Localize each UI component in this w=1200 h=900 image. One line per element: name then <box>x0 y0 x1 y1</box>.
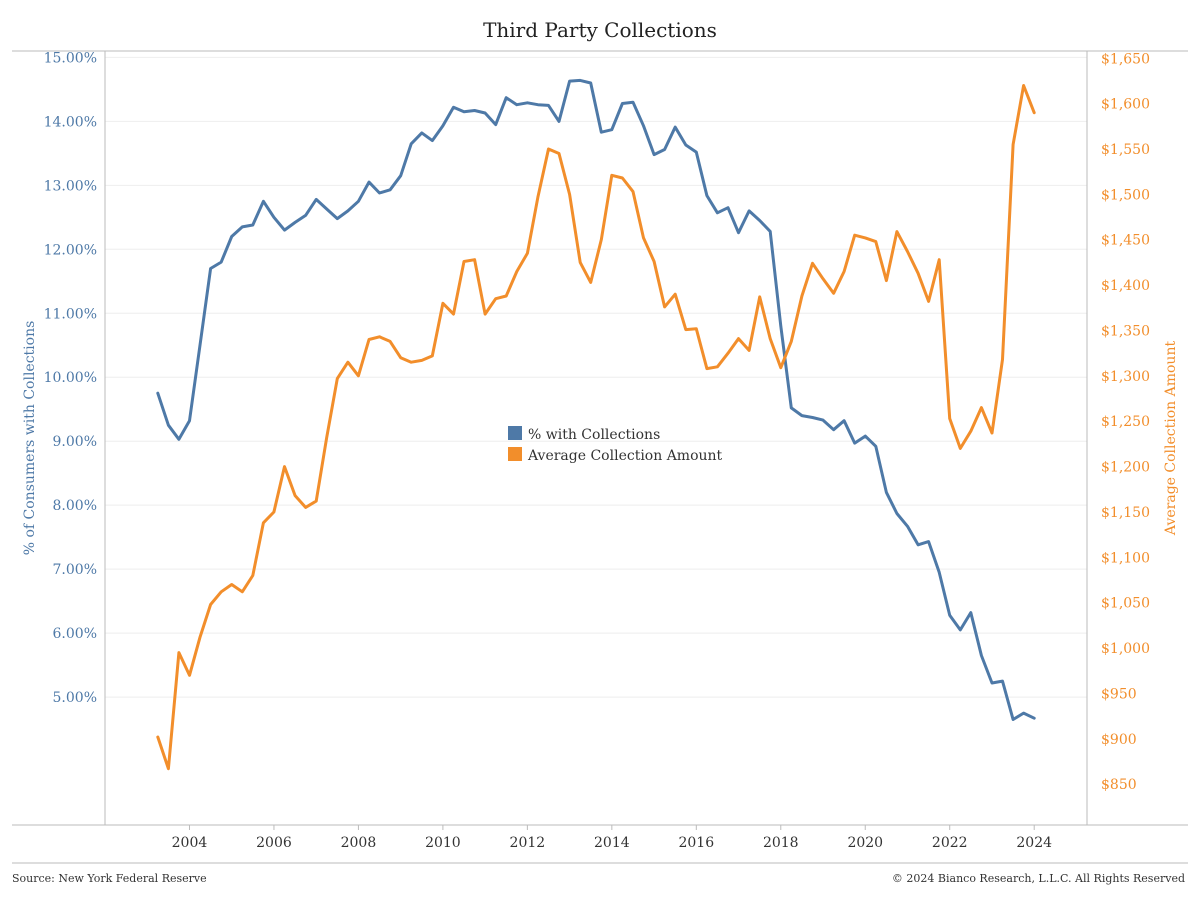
x-axis-ticks: 2004 2006 2008 2010 2012 2014 2016 2018 2020 2022… <box>172 825 1052 851</box>
y-left-tick-label: 10.00% <box>44 370 97 386</box>
y-left-tick-label: 14.00% <box>44 114 97 130</box>
y-right-tick-label: $1,350 <box>1101 323 1150 339</box>
y-right-tick-label: $1,600 <box>1101 97 1150 113</box>
y-right-tick-label: $1,250 <box>1101 414 1150 430</box>
source-note: Source: New York Federal Reserve <box>12 872 207 885</box>
y-right-tick-label: $1,150 <box>1101 505 1150 521</box>
y-left-tick-label: 15.00% <box>44 50 97 66</box>
x-tick-label: 2020 <box>847 835 883 851</box>
y-right-tick-label: $850 <box>1101 777 1137 793</box>
y-left-tick-label: 5.00% <box>53 690 97 706</box>
y-left-tick-label: 12.00% <box>44 242 97 258</box>
y-right-tick-label: $1,300 <box>1101 369 1150 385</box>
x-tick-label: 2018 <box>763 835 799 851</box>
x-tick-label: 2016 <box>678 835 714 851</box>
x-tick-label: 2012 <box>510 835 546 851</box>
y-left-tick-label: 13.00% <box>44 178 97 194</box>
y-right-tick-label: $1,200 <box>1101 460 1150 476</box>
legend-swatch-amount <box>508 447 522 461</box>
x-tick-label: 2014 <box>594 835 630 851</box>
chart-title: Third Party Collections <box>483 18 717 42</box>
legend-label-amount: Average Collection Amount <box>527 448 723 464</box>
x-tick-label: 2004 <box>172 835 208 851</box>
y-axis-right-label: Average Collection Amount <box>1163 341 1179 537</box>
series-line-pct-with-collections <box>156 78 1036 721</box>
y-right-tick-label: $1,100 <box>1101 550 1150 566</box>
x-tick-label: 2010 <box>425 835 461 851</box>
series-lines <box>156 78 1036 771</box>
y-axis-left-label: % of Consumers with Collections <box>22 321 38 556</box>
y-right-tick-label: $1,000 <box>1101 641 1150 657</box>
x-tick-label: 2022 <box>932 835 968 851</box>
y-right-tick-label: $950 <box>1101 686 1137 702</box>
y-right-tick-label: $1,550 <box>1101 142 1150 158</box>
legend-swatch-pct <box>508 426 522 440</box>
y-left-tick-label: 9.00% <box>53 434 97 450</box>
y-left-tick-label: 6.00% <box>53 626 97 642</box>
y-left-tick-label: 7.00% <box>53 562 97 578</box>
copyright-note: © 2024 Bianco Research, L.L.C. All Right… <box>892 872 1185 885</box>
y-right-tick-label: $1,500 <box>1101 187 1150 203</box>
y-right-tick-label: $1,050 <box>1101 596 1150 612</box>
series-line-average-collection-amount <box>156 84 1036 771</box>
gridlines <box>105 56 1087 698</box>
y-right-tick-label: $900 <box>1101 732 1137 748</box>
y-right-tick-label: $1,450 <box>1101 233 1150 249</box>
x-tick-label: 2008 <box>341 835 377 851</box>
x-tick-label: 2024 <box>1016 835 1052 851</box>
y-left-tick-label: 11.00% <box>44 306 97 322</box>
legend: % with Collections Average Collection Am… <box>508 426 723 464</box>
x-tick-label: 2006 <box>256 835 292 851</box>
left-axis-ticks: 5.00% 6.00% 7.00% 8.00% 9.00% 10.00% 11.00% 12.… <box>44 50 97 706</box>
y-right-tick-label: $1,400 <box>1101 278 1150 294</box>
y-left-tick-label: 8.00% <box>53 498 97 514</box>
y-right-tick-label: $1,650 <box>1101 51 1150 67</box>
legend-label-pct: % with Collections <box>528 427 660 443</box>
right-axis-ticks: $850 $900 $950 $1,000 $1,050 $1,100 $1,150 $1,2… <box>1101 51 1150 793</box>
